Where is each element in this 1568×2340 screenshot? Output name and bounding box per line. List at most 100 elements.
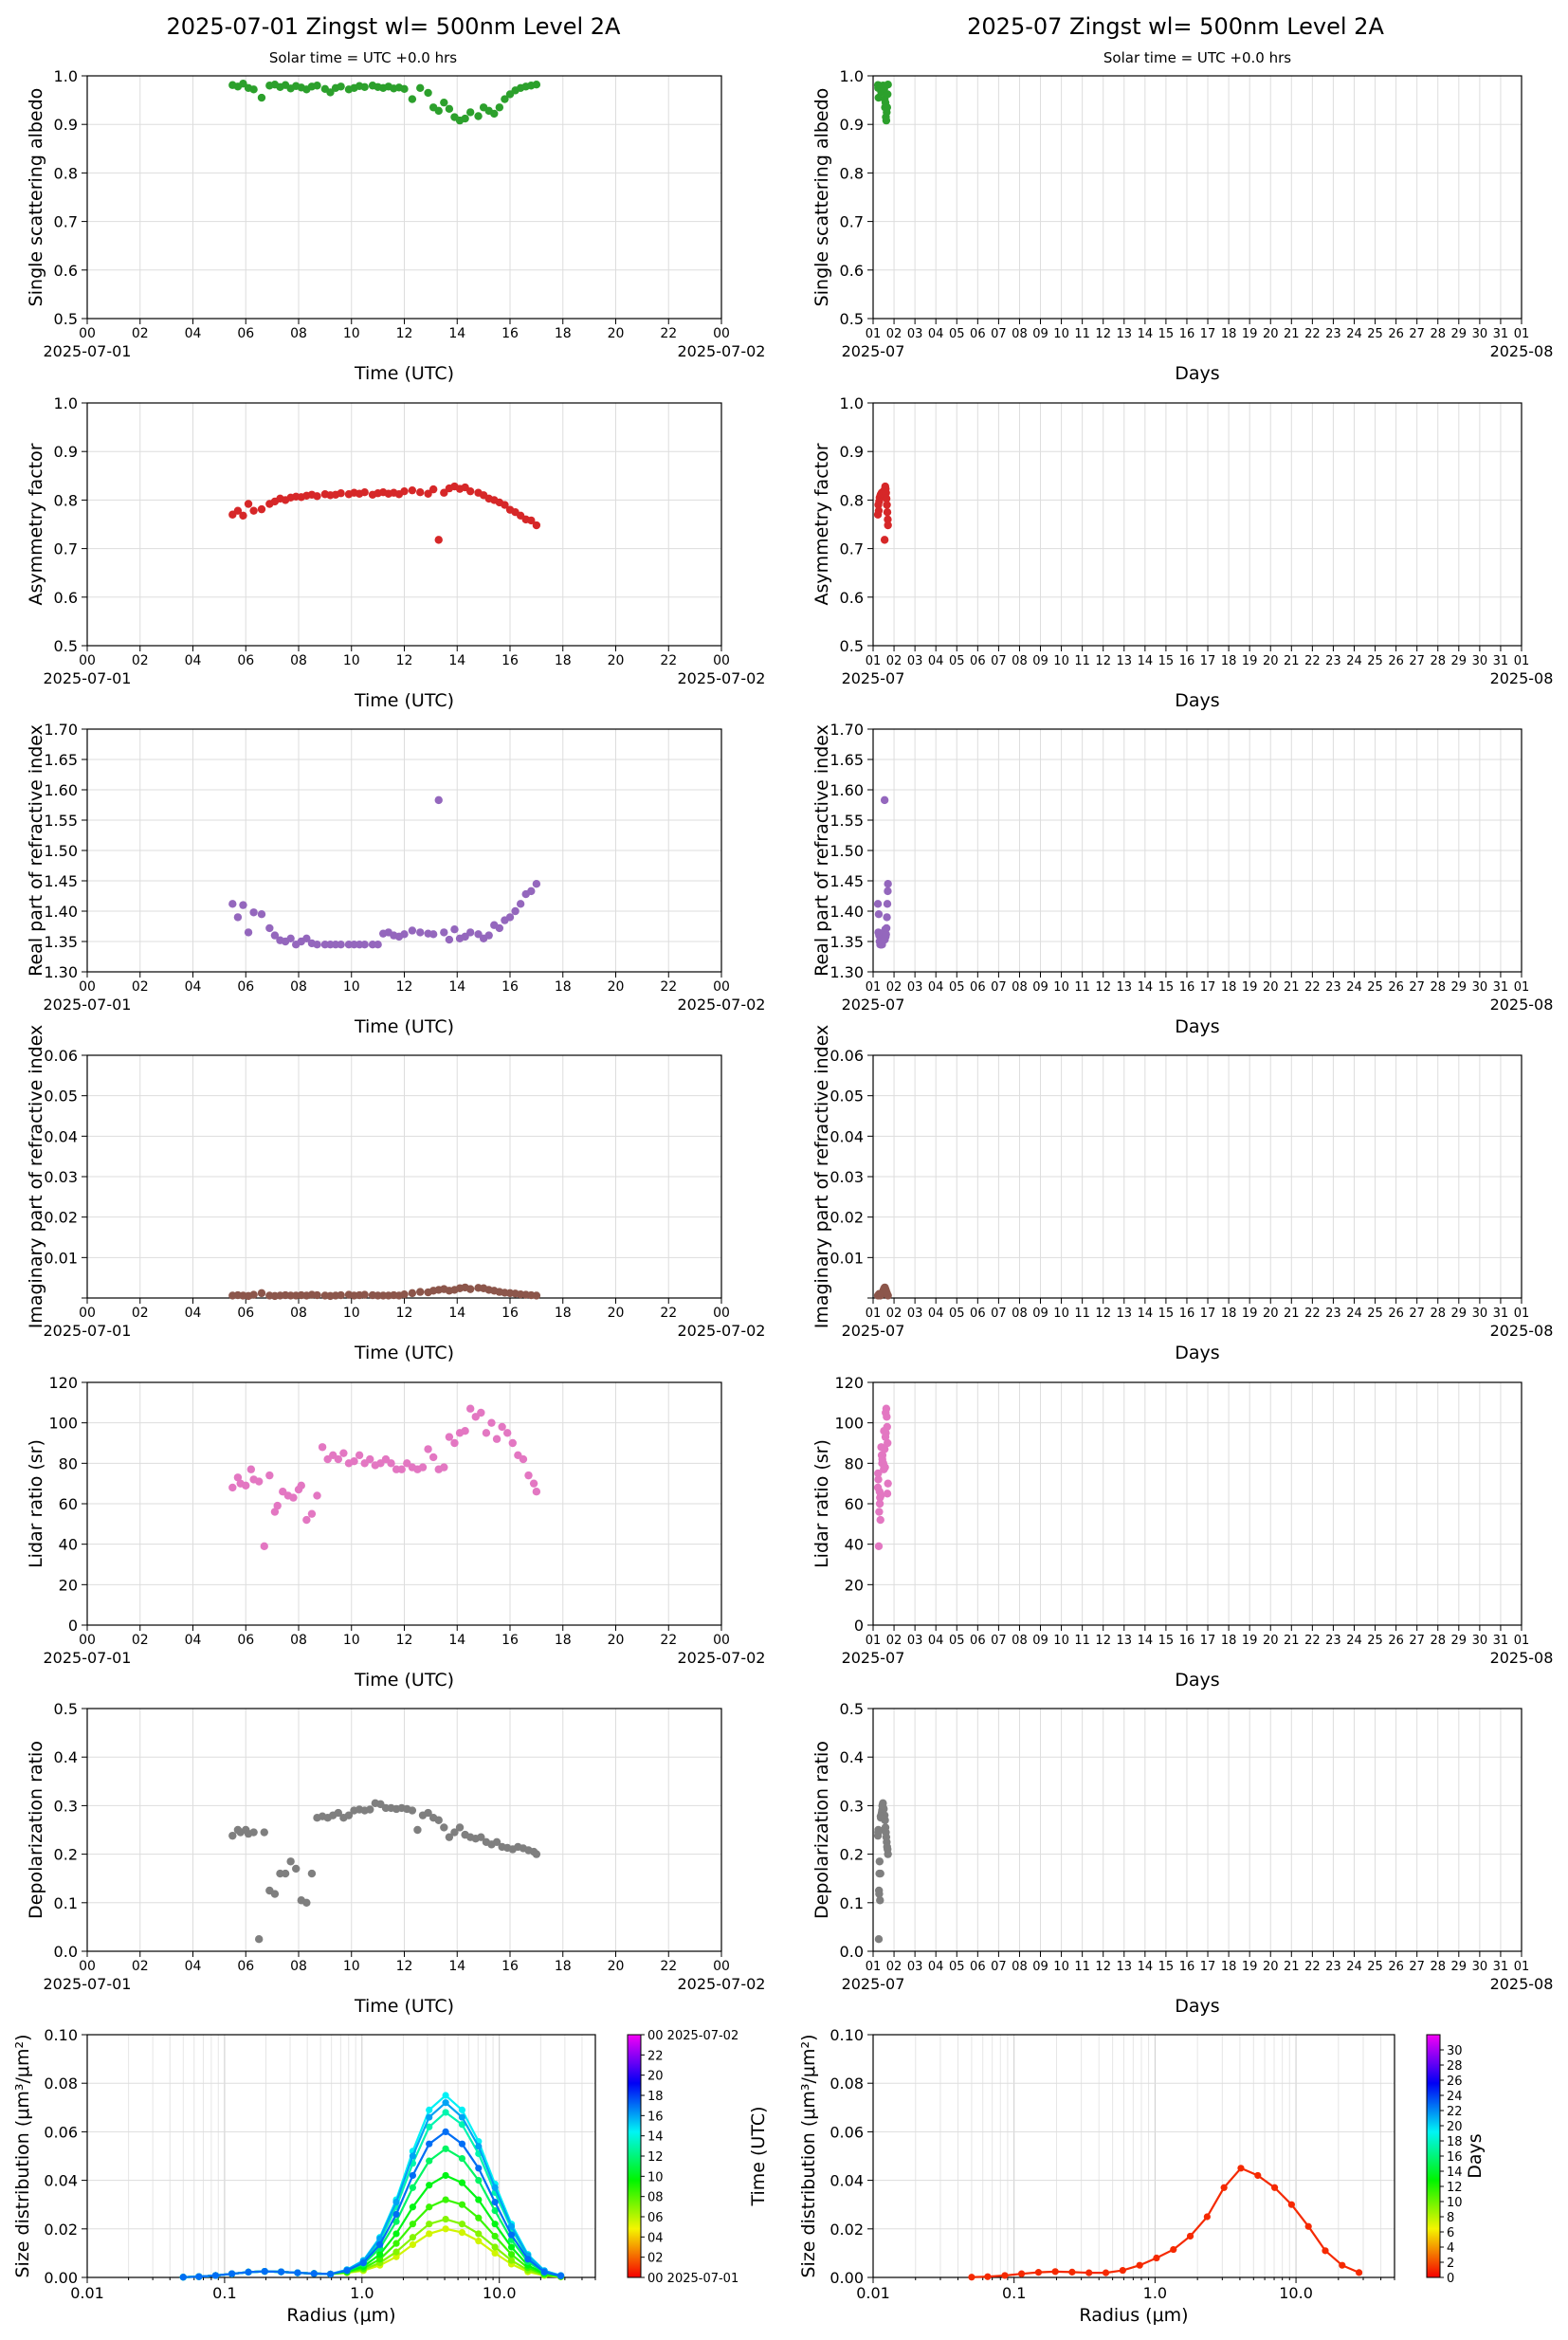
- x-tick-label: 05: [949, 980, 965, 995]
- size-distribution-point: [1085, 2269, 1093, 2276]
- x-tick-label: 29: [1451, 1960, 1468, 1974]
- data-point: [878, 1454, 886, 1464]
- x-tick-label: 01: [1514, 1307, 1530, 1321]
- y-tick-label: 1.70: [44, 721, 78, 739]
- y-tick-label: 0.3: [54, 1797, 78, 1815]
- data-point: [440, 98, 448, 107]
- x-tick-label: 16: [1179, 1307, 1195, 1321]
- data-point: [273, 1501, 282, 1510]
- x-tick-label: 02: [132, 653, 149, 668]
- x-tick-label: 02: [886, 1960, 903, 1974]
- data-point: [477, 1833, 485, 1841]
- y-tick-label: 0.06: [44, 1047, 78, 1065]
- data-point: [501, 501, 509, 509]
- x-tick-label: 15: [1158, 1960, 1175, 1974]
- x-tick-label: 15: [1158, 327, 1175, 341]
- x-tick-label: 14: [448, 979, 465, 995]
- data-point: [461, 114, 469, 123]
- date-end-label: 2025-07-02: [678, 996, 766, 1014]
- y-tick-label: 0: [68, 1617, 78, 1635]
- colorbar-label: Time (UTC): [748, 2106, 769, 2206]
- x-tick-label: 16: [1179, 327, 1195, 341]
- size-distribution-point: [359, 2259, 367, 2267]
- x-tick-label: 18: [1221, 980, 1237, 995]
- data-point: [882, 923, 891, 933]
- size-distribution-point: [968, 2274, 975, 2281]
- y-tick-label: 0.6: [840, 262, 864, 280]
- x-tick-label: 04: [928, 654, 944, 668]
- x-tick-label: 22: [1304, 1634, 1321, 1648]
- x-tick-label: 14: [1138, 980, 1154, 995]
- x-tick-label: 14: [448, 653, 465, 668]
- data-point: [884, 81, 892, 89]
- data-point: [501, 95, 509, 103]
- x-tick-label: 00: [79, 1959, 96, 1974]
- size-distribution-point: [1270, 2184, 1279, 2191]
- plot-frame: [872, 1381, 1522, 1626]
- date-start-label: 2025-07-01: [44, 1649, 132, 1667]
- data-point: [360, 488, 369, 497]
- y-tick-label: 1.40: [830, 903, 864, 921]
- x-tick-label: 07: [991, 1307, 1007, 1321]
- x-axis-label: Time (UTC): [354, 690, 454, 711]
- x-tick-label: 14: [1138, 1960, 1154, 1974]
- x-tick-label: 20: [608, 653, 625, 668]
- size-distribution-point: [491, 2221, 499, 2228]
- y-tick-label: 1.70: [830, 721, 864, 739]
- x-tick-label: 0.1: [212, 2284, 236, 2302]
- size-distribution-point: [327, 2270, 335, 2278]
- x-tick-label: 00: [713, 1306, 730, 1321]
- data-point: [408, 1289, 417, 1298]
- x-axis-label: Days: [1175, 690, 1219, 711]
- y-tick-label: 1.55: [44, 812, 78, 830]
- size-distribution-point: [442, 2092, 449, 2099]
- y-tick-label: 1.35: [830, 933, 864, 951]
- x-tick-label: 06: [237, 1306, 254, 1321]
- x-tick-label: 28: [1430, 327, 1446, 341]
- data-point: [302, 1898, 311, 1908]
- x-axis-label: Time (UTC): [354, 363, 454, 384]
- date-end-label: 2025-08: [1490, 1322, 1554, 1340]
- data-point: [416, 928, 425, 937]
- size-distribution-point: [458, 2179, 466, 2186]
- y-tick-label: 0.7: [840, 213, 864, 231]
- size-distribution-point: [458, 2221, 466, 2228]
- data-point: [883, 501, 891, 509]
- size-distribution-point: [195, 2273, 203, 2280]
- x-tick-label: 08: [290, 653, 307, 668]
- x-tick-label: 05: [949, 327, 965, 341]
- data-point: [450, 925, 459, 934]
- data-point: [461, 932, 469, 941]
- y-tick-label: 1.60: [830, 781, 864, 799]
- x-tick-label: 27: [1409, 327, 1425, 341]
- y-tick-label: 0.8: [54, 491, 78, 509]
- data-point: [239, 79, 247, 88]
- size-distribution-point: [458, 2121, 466, 2129]
- y-tick-label: 1.40: [44, 903, 78, 921]
- y-tick-label: 0.1: [54, 1894, 78, 1912]
- x-tick-label: 02: [132, 1633, 149, 1648]
- data-point: [257, 93, 266, 102]
- x-tick-label: 04: [185, 1633, 202, 1648]
- chart-rri_month: 01 02 03 04 05 06 07 08 09 10 11 12 13 14 15 16 17 18 19 20…: [811, 721, 1553, 1037]
- x-tick-label: 00: [713, 1633, 730, 1648]
- data-point: [400, 1289, 409, 1299]
- date-end-label: 2025-08: [1490, 1975, 1554, 1993]
- x-tick-label: 01: [1514, 1960, 1530, 1974]
- x-tick-label: 29: [1451, 654, 1468, 668]
- data-point: [428, 484, 438, 494]
- y-axis-label: Imaginary part of refractive index: [811, 1025, 832, 1329]
- y-tick-label: 0.9: [840, 116, 864, 134]
- x-tick-label: 03: [907, 1307, 923, 1321]
- y-tick-label: 1.0: [840, 394, 864, 412]
- x-tick-label: 08: [1012, 327, 1028, 341]
- chart-lidar_month: 01 02 03 04 05 06 07 08 09 10 11 12 13 14 15 16 17 18 19 20…: [811, 1374, 1553, 1691]
- y-axis-label: Size distribution (μm³/μm²): [798, 2034, 819, 2277]
- x-tick-label: 11: [1074, 1960, 1090, 1974]
- x-tick-label: 10: [343, 1633, 360, 1648]
- y-tick-label: 1.60: [44, 781, 78, 799]
- x-tick-label: 23: [1325, 980, 1341, 995]
- data-point: [474, 112, 483, 120]
- data-point: [360, 1290, 369, 1299]
- data-point: [465, 486, 475, 496]
